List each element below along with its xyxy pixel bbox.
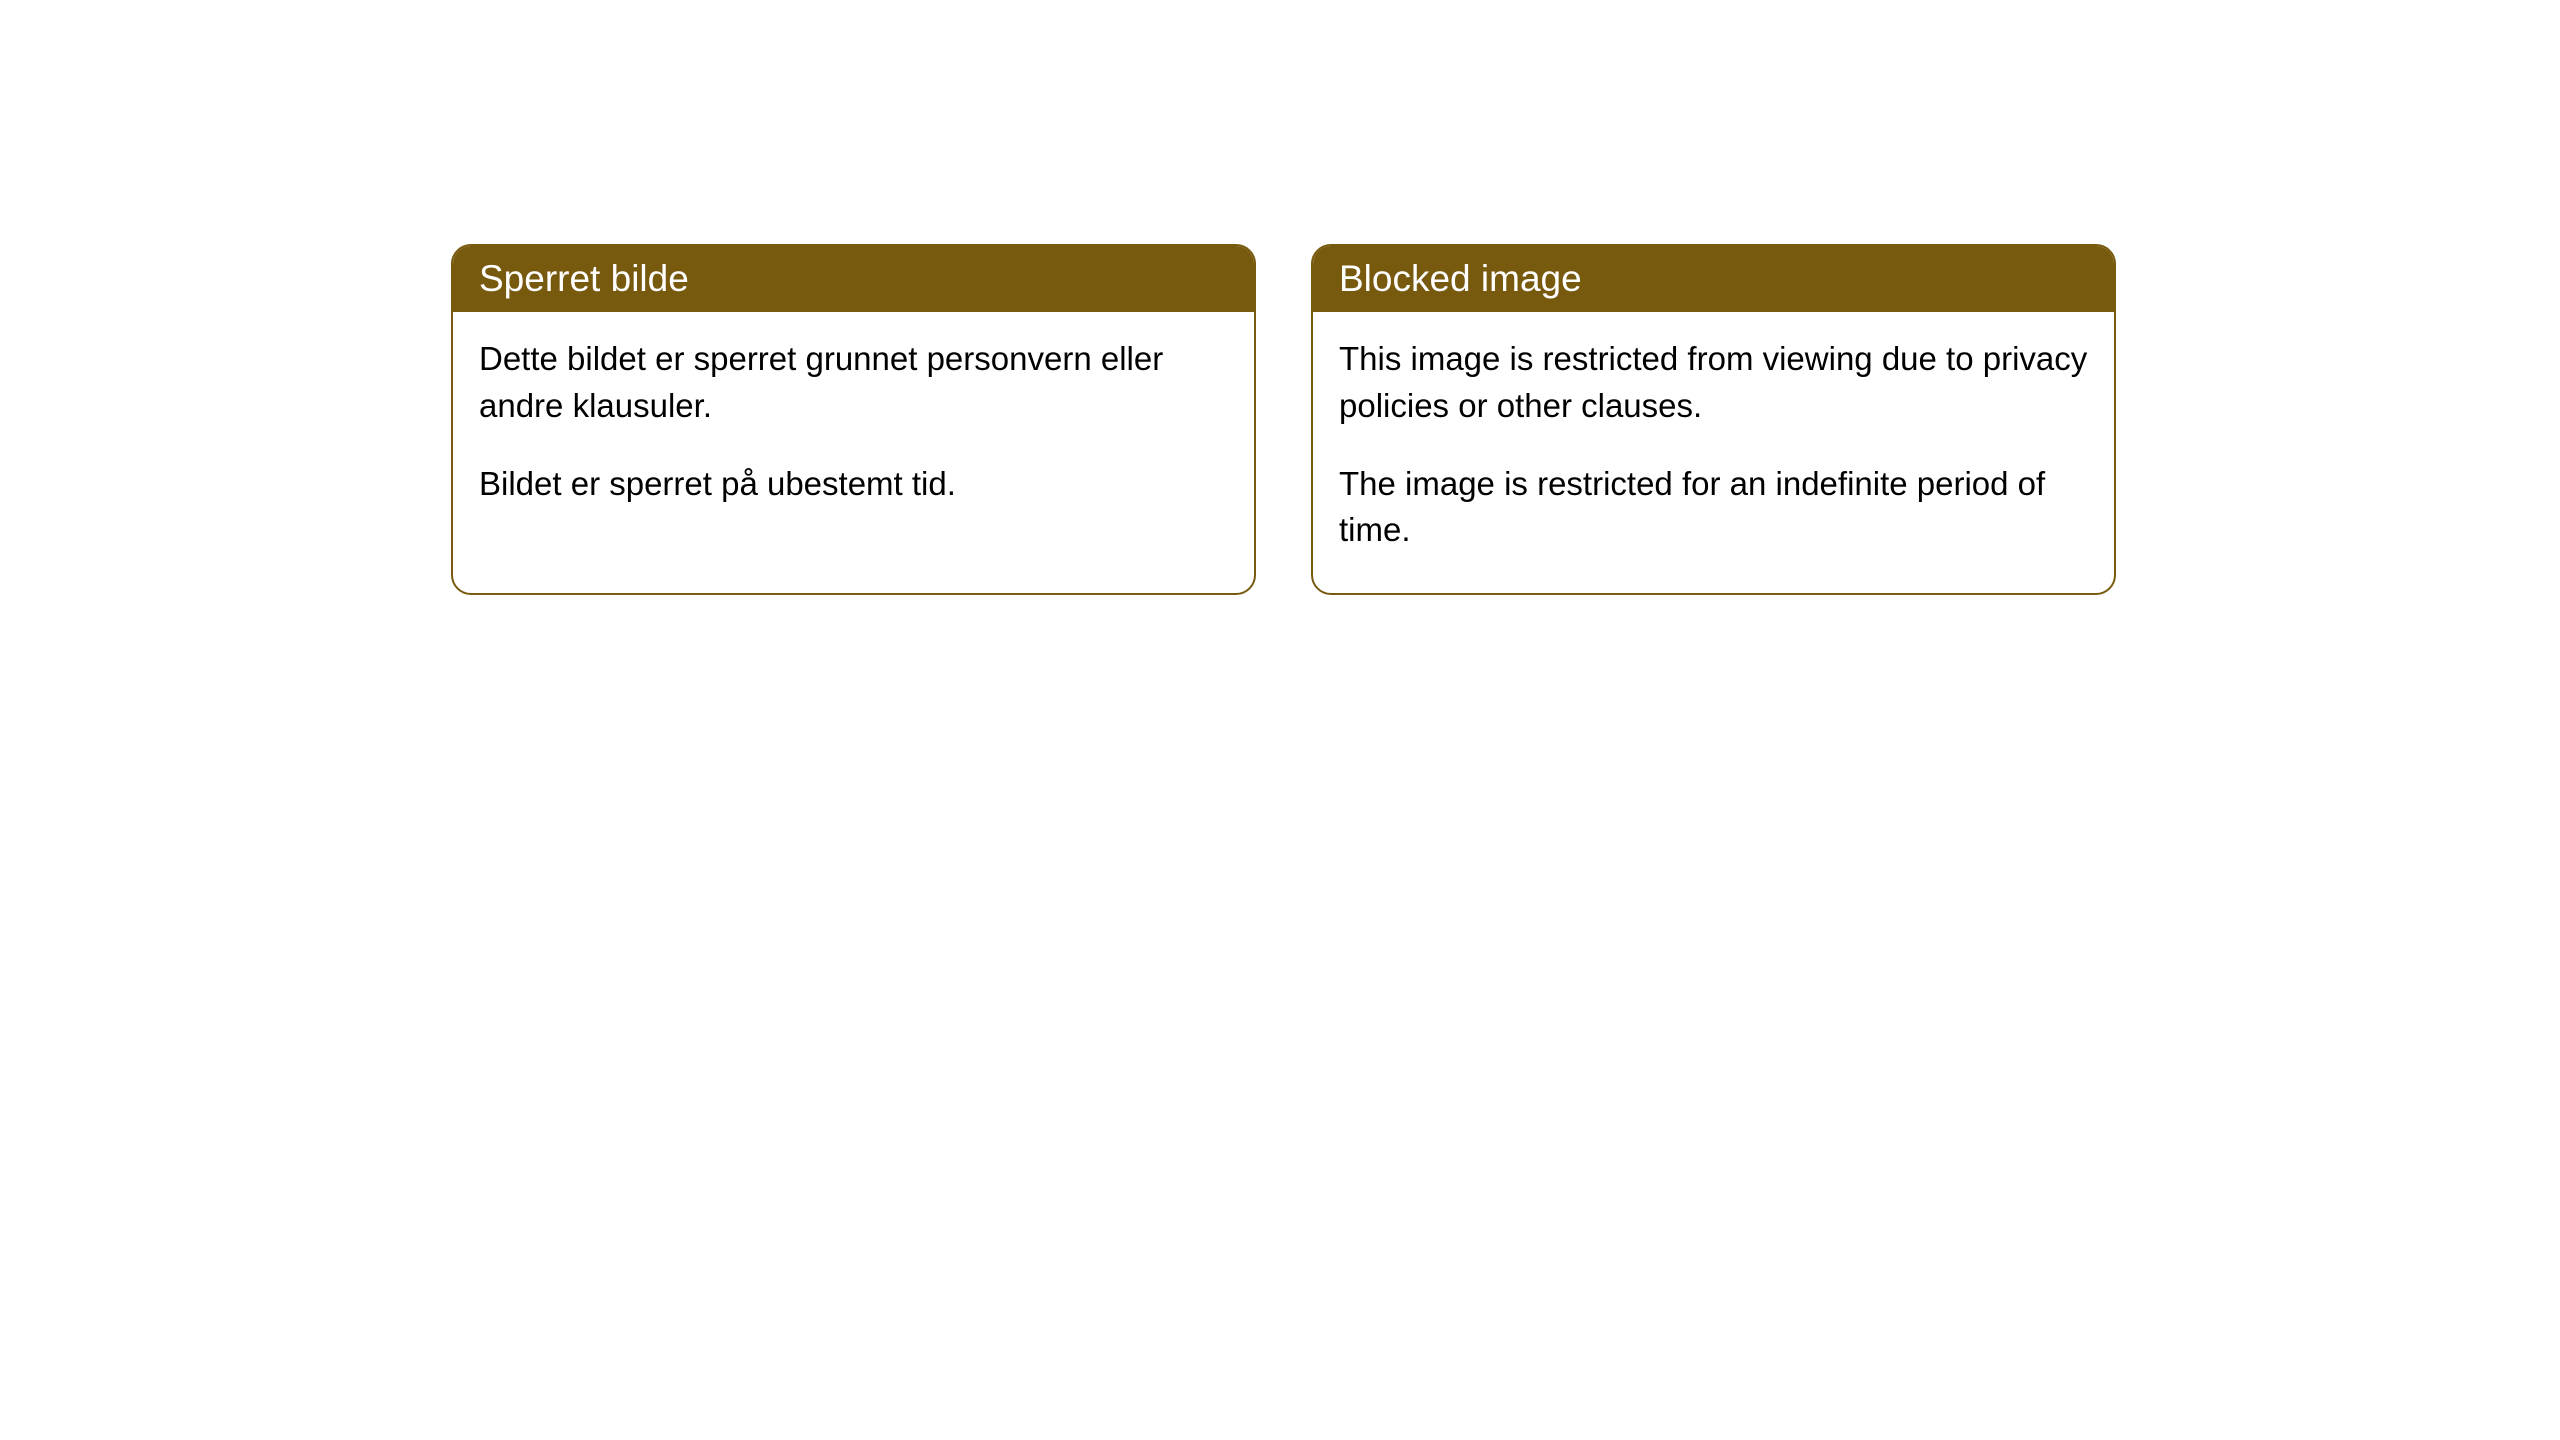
card-header: Blocked image bbox=[1313, 246, 2114, 312]
notice-cards-container: Sperret bilde Dette bildet er sperret gr… bbox=[0, 0, 2560, 595]
card-body: Dette bildet er sperret grunnet personve… bbox=[453, 312, 1254, 547]
card-paragraph-1: This image is restricted from viewing du… bbox=[1339, 336, 2088, 428]
card-paragraph-2: The image is restricted for an indefinit… bbox=[1339, 461, 2088, 553]
blocked-image-card-english: Blocked image This image is restricted f… bbox=[1311, 244, 2116, 595]
card-paragraph-1: Dette bildet er sperret grunnet personve… bbox=[479, 336, 1228, 428]
card-body: This image is restricted from viewing du… bbox=[1313, 312, 2114, 593]
card-paragraph-2: Bildet er sperret på ubestemt tid. bbox=[479, 461, 1228, 507]
card-header: Sperret bilde bbox=[453, 246, 1254, 312]
blocked-image-card-norwegian: Sperret bilde Dette bildet er sperret gr… bbox=[451, 244, 1256, 595]
